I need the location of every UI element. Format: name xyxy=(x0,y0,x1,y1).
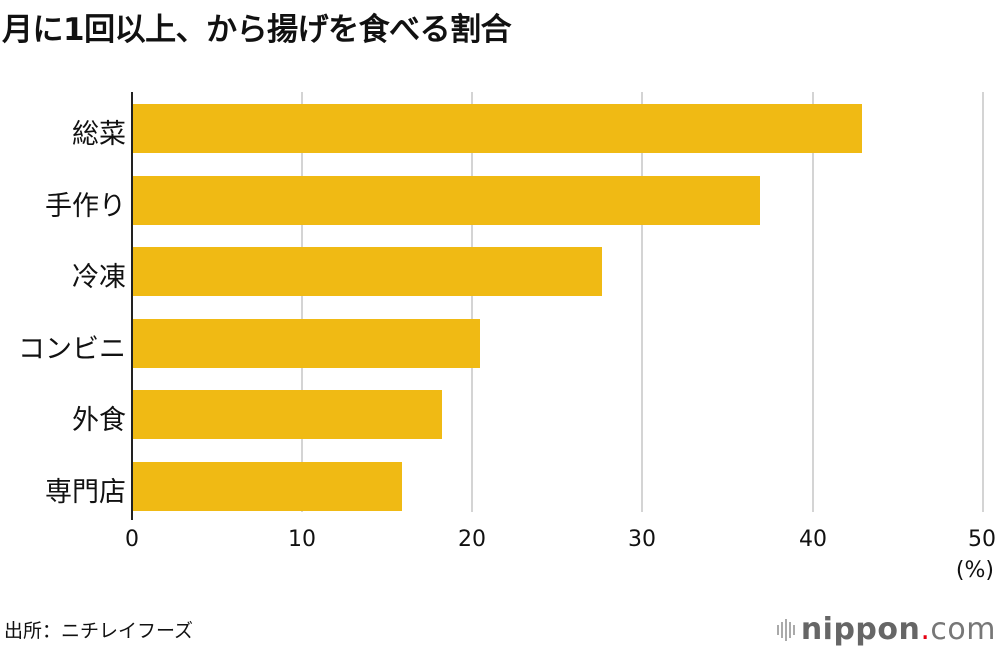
logo-wordmark: nippon.com xyxy=(800,612,996,647)
gridline-50 xyxy=(982,92,984,512)
category-label: 総菜 xyxy=(72,119,126,150)
x-tick-40: 40 xyxy=(799,527,827,552)
bar-chart: 総菜手作り冷凍コンビニ外食専門店 0 10 20 30 40 50 (%) xyxy=(18,92,996,583)
bar xyxy=(133,390,442,439)
source-note: 出所：ニチレイフーズ xyxy=(4,620,194,642)
category-label: 外食 xyxy=(72,405,126,436)
y-axis-line xyxy=(131,92,133,520)
category-label: 冷凍 xyxy=(72,262,126,293)
x-tick-50: 50 xyxy=(968,527,996,552)
x-tick-20: 20 xyxy=(458,527,486,552)
bar xyxy=(133,104,862,153)
category-label: 専門店 xyxy=(45,477,126,508)
nippon-logo: nippon.com xyxy=(776,612,996,647)
x-tick-10: 10 xyxy=(288,527,316,552)
gridline-40 xyxy=(812,92,814,512)
category-label: 手作り xyxy=(45,191,126,222)
gridline-10 xyxy=(301,92,303,512)
category-label: コンビニ xyxy=(18,334,126,365)
bar xyxy=(133,462,402,511)
bar xyxy=(133,247,602,296)
x-tick-0: 0 xyxy=(125,527,139,552)
gridline-30 xyxy=(641,92,643,512)
bar xyxy=(133,319,480,368)
sound-wave-icon xyxy=(776,618,795,641)
x-axis-unit: (%) xyxy=(955,558,994,583)
bar xyxy=(133,176,760,225)
chart-title: 月に1回以上、から揚げを食べる割合 xyxy=(2,12,512,48)
gridline-20 xyxy=(471,92,473,512)
x-tick-30: 30 xyxy=(628,527,656,552)
